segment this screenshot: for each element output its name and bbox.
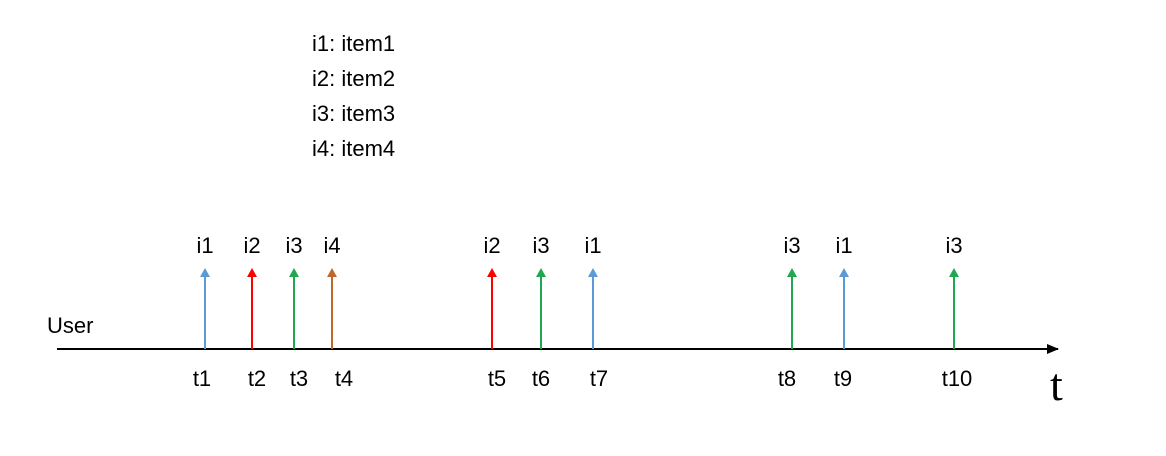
- event-arrowhead-i3: [949, 268, 959, 277]
- event-time-label: t2: [248, 366, 266, 391]
- event-item-label: i3: [285, 233, 302, 258]
- event-item-label: i2: [243, 233, 260, 258]
- event-time-label: t4: [335, 366, 353, 391]
- event-item-label: i4: [323, 233, 340, 258]
- legend-line: i4: item4: [312, 136, 395, 161]
- event-arrowhead-i3: [787, 268, 797, 277]
- event-time-label: t5: [488, 366, 506, 391]
- event-item-label: i2: [483, 233, 500, 258]
- event-arrowhead-i3: [536, 268, 546, 277]
- event-arrows: i1 t1 i2 t2 i3 t3 i4 t4 i2 t5 i3 t6 i1 t7 i3 t8 i1 t9 i3 t1…: [193, 233, 972, 391]
- event-time-label: t7: [590, 366, 608, 391]
- legend-line: i2: item2: [312, 66, 395, 91]
- event-item-label: i3: [783, 233, 800, 258]
- time-axis-label: t: [1050, 359, 1063, 410]
- event-arrowhead-i1: [839, 268, 849, 277]
- event-time-label: t10: [942, 366, 973, 391]
- event-item-label: i3: [945, 233, 962, 258]
- event-arrowhead-i3: [289, 268, 299, 277]
- event-item-label: i1: [584, 233, 601, 258]
- event-item-label: i1: [835, 233, 852, 258]
- event-arrowhead-i2: [487, 268, 497, 277]
- event-time-label: t6: [532, 366, 550, 391]
- event-arrowhead-i1: [588, 268, 598, 277]
- event-item-label: i1: [196, 233, 213, 258]
- legend-line: i1: item1: [312, 31, 395, 56]
- event-arrowhead-i4: [327, 268, 337, 277]
- event-time-label: t3: [290, 366, 308, 391]
- legend: i1: item1 i2: item2 i3: item3 i4: item4: [312, 31, 395, 161]
- event-arrowhead-i2: [247, 268, 257, 277]
- user-row-label: User: [47, 313, 93, 338]
- event-time-label: t1: [193, 366, 211, 391]
- legend-line: i3: item3: [312, 101, 395, 126]
- event-time-label: t8: [778, 366, 796, 391]
- event-arrowhead-i1: [200, 268, 210, 277]
- event-item-label: i3: [532, 233, 549, 258]
- event-time-label: t9: [834, 366, 852, 391]
